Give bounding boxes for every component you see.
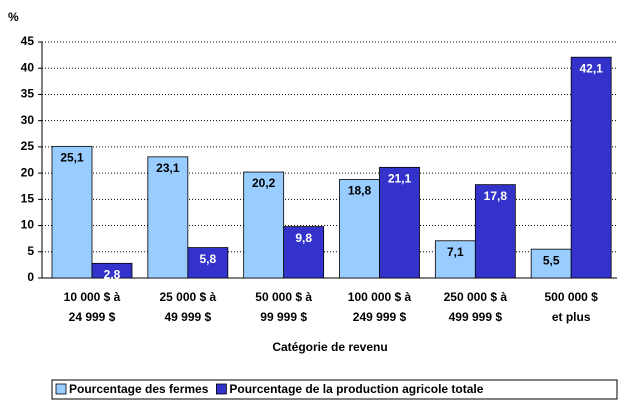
- legend-label: Pourcentage des fermes: [69, 382, 209, 396]
- value-label: 5,8: [199, 252, 216, 266]
- x-tick-label: 49 999 $: [164, 310, 211, 324]
- x-tick-label: 25 000 $ à: [159, 290, 216, 304]
- value-label: 21,1: [388, 172, 412, 186]
- bar: [379, 166, 420, 279]
- value-label: 5,5: [543, 253, 560, 267]
- x-tick-label: et plus: [552, 310, 591, 324]
- x-axis-label: Catégorie de revenu: [272, 340, 387, 354]
- bar: [474, 184, 516, 279]
- x-tick-label: 99 999 $: [260, 310, 307, 324]
- value-label: 23,1: [156, 161, 180, 175]
- value-label: 17,8: [484, 189, 508, 203]
- x-tick-label: 499 999 $: [449, 310, 503, 324]
- y-tick-label: 35: [21, 87, 35, 101]
- legend-box: [51, 379, 618, 400]
- y-tick-label: 30: [21, 113, 35, 127]
- y-tick-label: 40: [21, 60, 35, 74]
- legend-swatch: [215, 383, 227, 395]
- x-tick-label: 500 000 $: [544, 290, 598, 304]
- y-tick-label: 5: [27, 244, 34, 258]
- y-tick-label: 45: [21, 34, 35, 48]
- y-tick-label: 10: [21, 218, 35, 232]
- legend-swatch: [55, 383, 67, 395]
- legend-label: Pourcentage de la production agricole to…: [229, 382, 483, 396]
- value-label: 18,8: [348, 184, 372, 198]
- y-tick-label: 20: [21, 165, 35, 179]
- bar: [570, 56, 612, 279]
- value-label: 20,2: [252, 176, 276, 190]
- bar: [91, 262, 133, 279]
- bar: [147, 156, 189, 279]
- x-tick-label: 24 999 $: [69, 310, 116, 324]
- value-label: 2,8: [104, 267, 121, 281]
- y-axis-label: %: [8, 10, 19, 24]
- bar: [243, 171, 285, 279]
- x-tick-label: 249 999 $: [353, 310, 407, 324]
- value-label: 7,1: [447, 245, 464, 259]
- y-tick-label: 15: [21, 192, 35, 206]
- value-label: 9,8: [295, 231, 312, 245]
- y-tick-label: 0: [27, 270, 34, 284]
- value-label: 42,1: [579, 61, 603, 75]
- x-tick-label: 50 000 $ à: [255, 290, 312, 304]
- x-tick-label: 250 000 $ à: [444, 290, 508, 304]
- value-label: 25,1: [60, 151, 84, 165]
- bar: [51, 145, 93, 279]
- y-tick-label: 25: [21, 139, 35, 153]
- bar: [283, 226, 325, 279]
- bar: [187, 247, 229, 279]
- x-tick-label: 100 000 $ à: [348, 290, 412, 304]
- x-tick-label: 10 000 $ à: [64, 290, 121, 304]
